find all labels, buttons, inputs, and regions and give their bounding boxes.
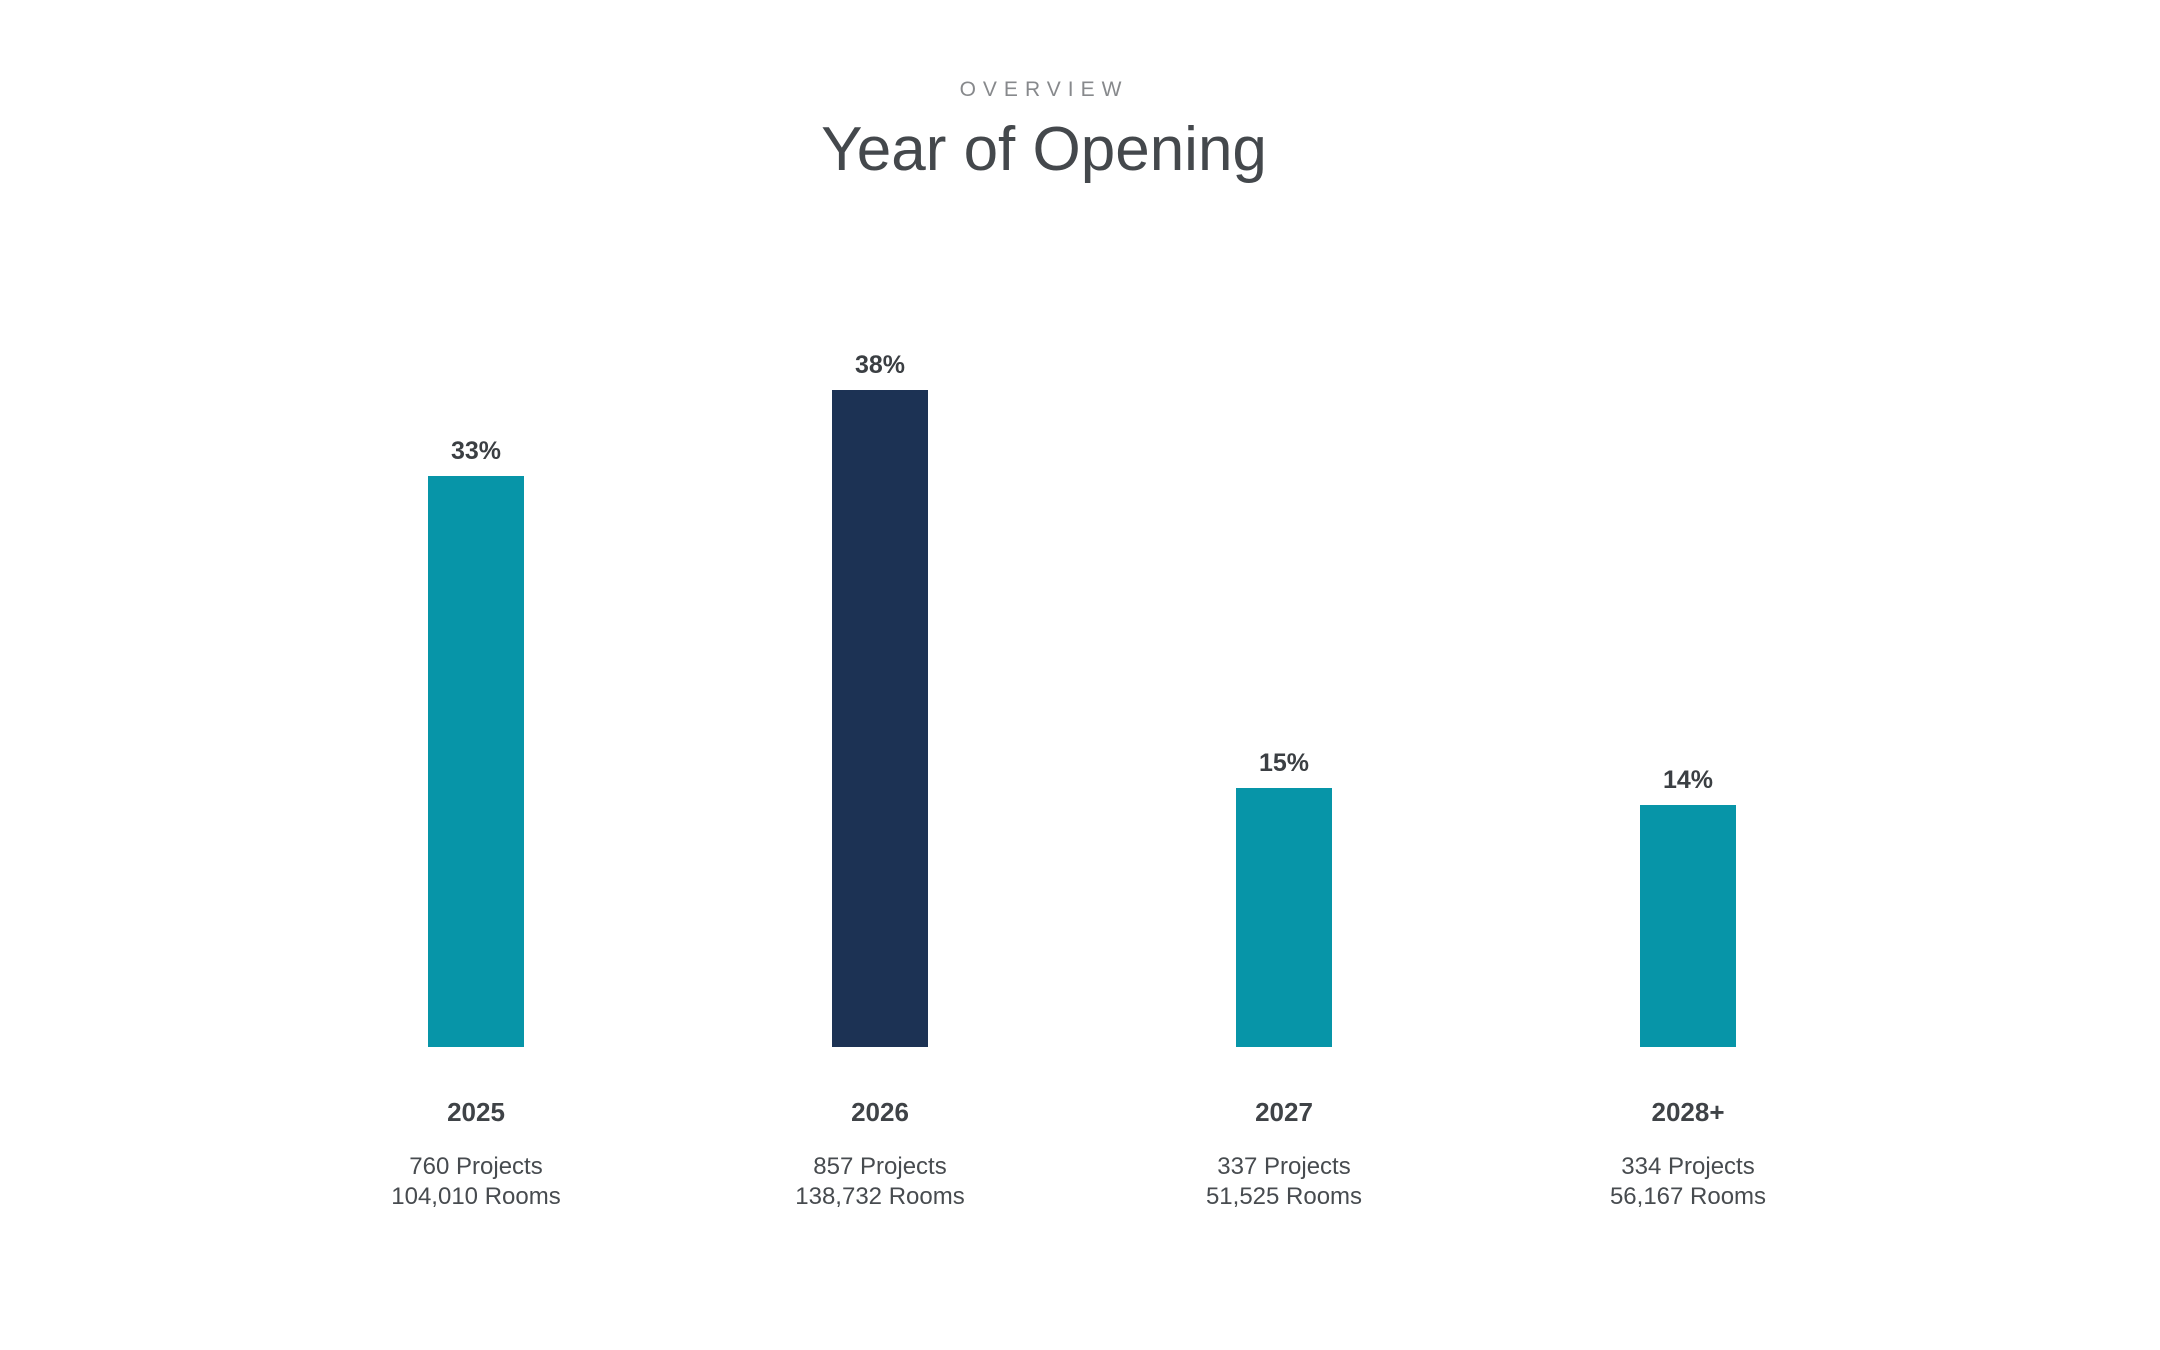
projects-label: 857 Projects xyxy=(813,1153,947,1180)
bar xyxy=(1236,787,1332,1047)
bar-group-2028plus: 14% 2028+ 334 Projects 56,167 Rooms xyxy=(1568,0,1808,1350)
category-label: 2027 xyxy=(1255,1097,1313,1127)
detail-label: 760 Projects 104,010 Rooms xyxy=(326,1152,626,1212)
value-label: 33% xyxy=(450,437,502,466)
value-label: 38% xyxy=(854,350,906,379)
bar xyxy=(428,476,524,1047)
category-label: 2028+ xyxy=(1651,1097,1725,1127)
bar-group-2027: 15% 2027 337 Projects 51,525 Rooms xyxy=(1164,0,1404,1350)
rooms-label: 51,525 Rooms xyxy=(1205,1183,1363,1210)
chart-title: Year of Opening xyxy=(821,115,1267,184)
projects-label: 334 Projects xyxy=(1621,1153,1755,1180)
value-label: 14% xyxy=(1662,765,1714,794)
rooms-label: 104,010 Rooms xyxy=(391,1183,561,1210)
projects-label: 337 Projects xyxy=(1217,1153,1351,1180)
detail-label: 857 Projects 138,732 Rooms xyxy=(730,1152,1030,1212)
bar-group-2026: 38% 2026 857 Projects 138,732 Rooms xyxy=(760,0,1000,1350)
detail-label: 337 Projects 51,525 Rooms xyxy=(1134,1152,1434,1212)
value-label: 15% xyxy=(1258,748,1310,777)
chart-kicker: OVERVIEW xyxy=(959,78,1129,101)
category-label: 2025 xyxy=(447,1097,505,1127)
rooms-label: 56,167 Rooms xyxy=(1609,1183,1767,1210)
detail-label: 334 Projects 56,167 Rooms xyxy=(1538,1152,1838,1212)
projects-label: 760 Projects xyxy=(409,1153,543,1180)
rooms-label: 138,732 Rooms xyxy=(795,1183,965,1210)
bar xyxy=(832,389,928,1047)
category-label: 2026 xyxy=(851,1097,909,1127)
bar-group-2025: 33% 2025 760 Projects 104,010 Rooms xyxy=(356,0,596,1350)
bar xyxy=(1640,804,1736,1047)
